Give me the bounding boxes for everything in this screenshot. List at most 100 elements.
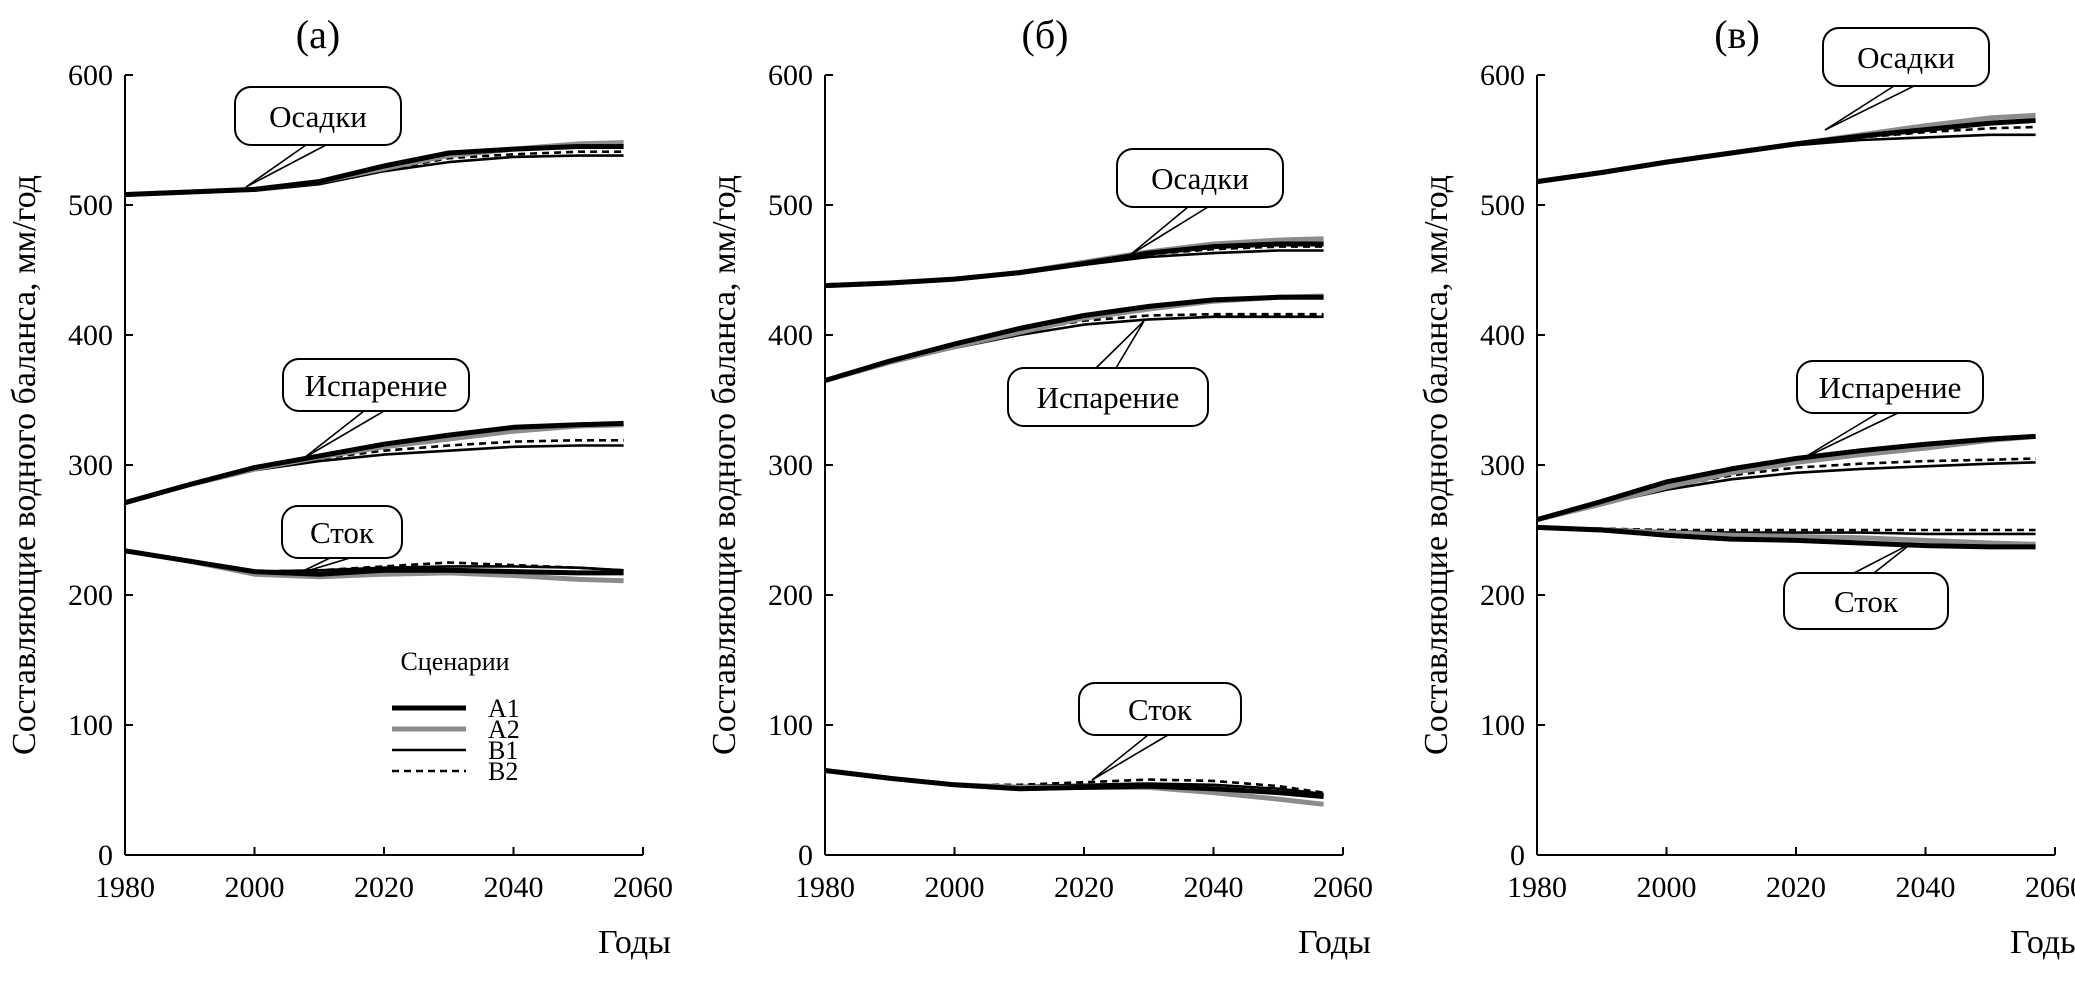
panel-title: (в) — [1714, 12, 1760, 57]
series-line-a1-evap — [1536, 433, 2036, 523]
x-tick-label: 2020 — [1766, 871, 1826, 904]
callout-label: Сток — [1834, 584, 1899, 619]
callout-box — [1078, 682, 1242, 736]
y-tick-label: 400 — [68, 319, 113, 352]
annotation-callout: Испарение — [1007, 320, 1209, 427]
callout-pointer — [303, 410, 385, 459]
callout-label: Осадки — [1151, 161, 1249, 196]
callout-box — [234, 86, 402, 146]
series-line-a1-evap — [824, 294, 1324, 383]
legend-label-a1: A1 — [488, 694, 520, 723]
y-tick-label: 200 — [768, 579, 813, 612]
callout-pointer — [245, 144, 327, 188]
callout-pointer — [1799, 412, 1879, 461]
panel-title: (а) — [296, 12, 340, 57]
x-tick-label: 1980 — [1507, 871, 1567, 904]
y-tick-label: 200 — [68, 579, 113, 612]
y-tick-label: 0 — [1510, 839, 1525, 872]
x-tick-label: 1980 — [95, 871, 155, 904]
legend-label-a2: A2 — [488, 715, 520, 744]
annotation-callout: Осадки — [1822, 27, 1990, 131]
callout-pointer — [1115, 320, 1145, 369]
series-line-a1-runoff — [1536, 524, 2036, 550]
panel-title: (б) — [1022, 12, 1069, 57]
x-axis-label: Годы — [2010, 924, 2075, 961]
chart-panel-1: (а) 0 100 200 300 400 500 600 1980 2000 2020 2040 20… — [6, 12, 673, 961]
legend-title: Сценарии — [400, 647, 509, 676]
x-axis-label: Годы — [1298, 924, 1371, 961]
annotation-callout: Осадки — [1116, 148, 1284, 256]
x-tick-label: 2020 — [1054, 871, 1114, 904]
callout-label: Испарение — [1819, 370, 1962, 405]
x-tick-label: 2040 — [1184, 871, 1244, 904]
callout-pointer — [1129, 206, 1209, 256]
series-line-b1-precip — [1536, 133, 2036, 183]
callout-pointer — [1824, 85, 1915, 131]
callout-pointer — [1095, 320, 1145, 369]
y-tick-label: 100 — [68, 709, 113, 742]
legend-label-b2: B2 — [488, 757, 518, 786]
x-tick-label: 2060 — [1313, 871, 1373, 904]
y-tick-label: 600 — [1480, 59, 1525, 92]
callout-pointer — [1799, 412, 1899, 461]
callout-box — [1007, 367, 1209, 427]
series-line-a1-runoff — [124, 548, 624, 577]
callout-box — [1796, 360, 1984, 414]
callout-label: Испарение — [305, 368, 448, 403]
x-tick-label: 1980 — [795, 871, 855, 904]
y-tick-label: 100 — [1480, 709, 1525, 742]
series-line-a1-evap — [124, 420, 624, 506]
chart-panel-2: (б) 0 100 200 300 400 500 600 1980 2000 2020 2040 20… — [706, 12, 1373, 961]
callout-pointer — [296, 557, 351, 575]
callout-label: Сток — [1128, 692, 1193, 727]
annotation-callout: Сток — [281, 505, 403, 575]
x-tick-label: 2000 — [925, 871, 985, 904]
y-tick-label: 300 — [768, 449, 813, 482]
y-tick-label: 0 — [798, 839, 813, 872]
y-tick-label: 500 — [68, 189, 113, 222]
y-axis-label: Составляющие водного баланса, мм/год — [706, 175, 743, 755]
series-line-a1-precip — [824, 241, 1324, 289]
annotation-callout: Испарение — [282, 358, 470, 459]
x-tick-label: 2060 — [613, 871, 673, 904]
callout-label: Осадки — [269, 99, 367, 134]
y-tick-label: 100 — [768, 709, 813, 742]
x-tick-label: 2040 — [484, 871, 544, 904]
series-line-a2-evap — [1536, 433, 2036, 523]
series-line-b1-evap — [124, 444, 624, 504]
y-tick-label: 500 — [768, 189, 813, 222]
chart-panel-3: (в) 0 100 200 300 400 500 600 1980 2000 2020 2040 20… — [1418, 12, 2075, 961]
y-tick-label: 200 — [1480, 579, 1525, 612]
y-tick-label: 600 — [768, 59, 813, 92]
y-tick-label: 300 — [68, 449, 113, 482]
callout-pointer — [1091, 734, 1169, 781]
callout-pointer — [1873, 542, 1913, 574]
callout-pointer — [1129, 206, 1189, 256]
x-tick-label: 2040 — [1896, 871, 1956, 904]
y-tick-label: 300 — [1480, 449, 1525, 482]
callout-box — [281, 505, 403, 559]
annotation-callout: Испарение — [1796, 360, 1984, 461]
callout-pointer — [1853, 542, 1913, 574]
annotation-callout: Осадки — [234, 86, 402, 188]
series-line-b1-precip — [124, 154, 624, 196]
x-tick-label: 2000 — [1637, 871, 1697, 904]
y-tick-label: 400 — [1480, 319, 1525, 352]
y-axis-label: Составляющие водного баланса, мм/год — [1418, 175, 1455, 755]
annotation-callout: Сток — [1078, 682, 1242, 781]
series-line-a1-precip — [1536, 118, 2036, 185]
callout-pointer — [303, 410, 365, 459]
callout-box — [1116, 148, 1284, 208]
callout-box — [1822, 27, 1990, 87]
y-tick-label: 500 — [1480, 189, 1525, 222]
callout-pointer — [1824, 85, 1895, 131]
series-line-b2-evap — [1536, 457, 2036, 521]
callout-label: Осадки — [1857, 40, 1955, 75]
callout-box — [1783, 572, 1949, 630]
annotation-callout: Сток — [1783, 542, 1949, 630]
series-line-a2-evap — [124, 422, 624, 506]
series-line-a1-precip — [124, 144, 624, 198]
callout-pointer — [245, 144, 307, 188]
